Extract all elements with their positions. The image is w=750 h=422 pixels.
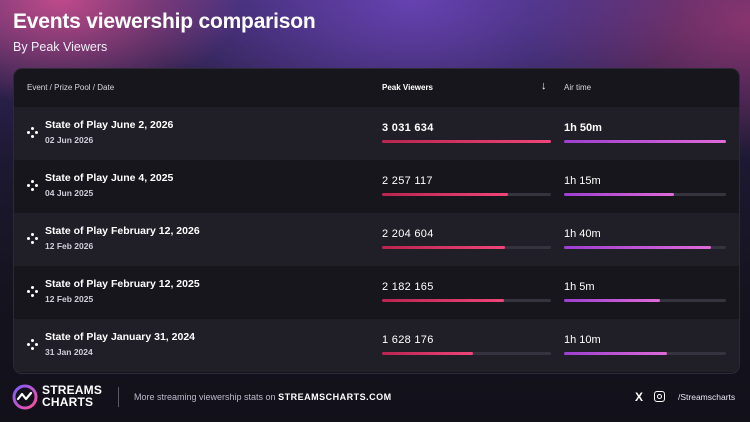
air-time-bar-track bbox=[564, 299, 726, 302]
column-header-peak-viewers[interactable]: Peak Viewers bbox=[382, 83, 434, 92]
event-name[interactable]: State of Play June 4, 2025 bbox=[45, 172, 174, 184]
social-handle: /Streamscharts bbox=[678, 392, 736, 402]
sort-arrow-down-icon[interactable]: ↓ bbox=[541, 80, 547, 92]
air-time-bar bbox=[564, 140, 726, 143]
instagram-icon[interactable] bbox=[654, 391, 665, 402]
events-table: Event / Prize Pool / Date Peak Viewers ↓… bbox=[13, 68, 740, 374]
peak-viewers-value: 2 182 165 bbox=[382, 281, 434, 293]
playstation-event-icon bbox=[27, 339, 38, 350]
table-row[interactable]: State of Play February 12, 2025 12 Feb 20… bbox=[14, 266, 739, 319]
peak-viewers-value: 2 204 604 bbox=[382, 228, 434, 240]
peak-viewers-bar-track bbox=[382, 193, 551, 196]
more-stats-label: More streaming viewership stats on bbox=[134, 392, 276, 402]
streams-charts-logo-icon bbox=[12, 384, 38, 410]
air-time-bar-track bbox=[564, 140, 726, 143]
air-time-bar-track bbox=[564, 352, 726, 355]
event-date: 12 Feb 2026 bbox=[45, 241, 94, 251]
peak-viewers-bar-track bbox=[382, 140, 551, 143]
event-date: 02 Jun 2026 bbox=[45, 135, 94, 145]
table-row[interactable]: State of Play January 31, 2024 31 Jan 202… bbox=[14, 319, 739, 372]
air-time-value: 1h 50m bbox=[564, 122, 602, 134]
table-header: Event / Prize Pool / Date Peak Viewers ↓… bbox=[14, 69, 739, 107]
footer: STREAMS CHARTS More streaming viewership… bbox=[0, 377, 750, 422]
peak-viewers-value: 1 628 176 bbox=[382, 334, 434, 346]
playstation-event-icon bbox=[27, 127, 38, 138]
peak-viewers-value: 2 257 117 bbox=[382, 175, 433, 187]
peak-viewers-bar-track bbox=[382, 246, 551, 249]
chart-title: Events viewership comparison bbox=[13, 10, 316, 33]
air-time-value: 1h 40m bbox=[564, 228, 601, 240]
logo-wordmark: STREAMS CHARTS bbox=[42, 383, 103, 409]
table-row[interactable]: State of Play June 2, 2026 02 Jun 2026 3 0… bbox=[14, 107, 739, 160]
air-time-value: 1h 10m bbox=[564, 334, 601, 346]
air-time-bar-track bbox=[564, 193, 726, 196]
air-time-bar bbox=[564, 193, 675, 196]
peak-viewers-bar-track bbox=[382, 352, 551, 355]
event-name[interactable]: State of Play February 12, 2026 bbox=[45, 225, 200, 237]
air-time-bar bbox=[564, 299, 660, 302]
table-row[interactable]: State of Play June 4, 2025 04 Jun 2025 2 2… bbox=[14, 160, 739, 213]
peak-viewers-bar bbox=[382, 140, 551, 143]
event-name[interactable]: State of Play June 2, 2026 bbox=[45, 119, 174, 131]
header: Events viewership comparison By Peak Vie… bbox=[13, 10, 316, 54]
table-row[interactable]: State of Play February 12, 2026 12 Feb 20… bbox=[14, 213, 739, 266]
peak-viewers-value: 3 031 634 bbox=[382, 122, 434, 134]
column-header-event[interactable]: Event / Prize Pool / Date bbox=[27, 83, 115, 92]
event-name[interactable]: State of Play January 31, 2024 bbox=[45, 331, 195, 343]
x-social-icon[interactable]: X bbox=[635, 390, 644, 404]
column-header-air-time[interactable]: Air time bbox=[564, 83, 592, 92]
air-time-value: 1h 15m bbox=[564, 175, 601, 187]
peak-viewers-bar bbox=[382, 193, 508, 196]
peak-viewers-bar-track bbox=[382, 299, 551, 302]
logo-line-2: CHARTS bbox=[42, 394, 94, 409]
peak-viewers-bar bbox=[382, 352, 473, 355]
footer-divider bbox=[118, 387, 119, 407]
more-stats-text: More streaming viewership stats on STREA… bbox=[134, 392, 392, 402]
event-date: 31 Jan 2024 bbox=[45, 347, 93, 357]
logo-line-1: STREAMS bbox=[42, 383, 103, 397]
peak-viewers-bar bbox=[382, 246, 505, 249]
event-date: 12 Feb 2025 bbox=[45, 294, 94, 304]
peak-viewers-bar bbox=[382, 299, 504, 302]
chart-subtitle: By Peak Viewers bbox=[13, 40, 108, 54]
playstation-event-icon bbox=[27, 286, 38, 297]
playstation-event-icon bbox=[27, 180, 38, 191]
event-name[interactable]: State of Play February 12, 2025 bbox=[45, 278, 200, 290]
website-link[interactable]: STREAMSCHARTS.COM bbox=[278, 392, 392, 402]
event-date: 04 Jun 2025 bbox=[45, 188, 94, 198]
air-time-value: 1h 5m bbox=[564, 281, 595, 293]
air-time-bar bbox=[564, 246, 712, 249]
air-time-bar-track bbox=[564, 246, 726, 249]
playstation-event-icon bbox=[27, 233, 38, 244]
air-time-bar bbox=[564, 352, 668, 355]
